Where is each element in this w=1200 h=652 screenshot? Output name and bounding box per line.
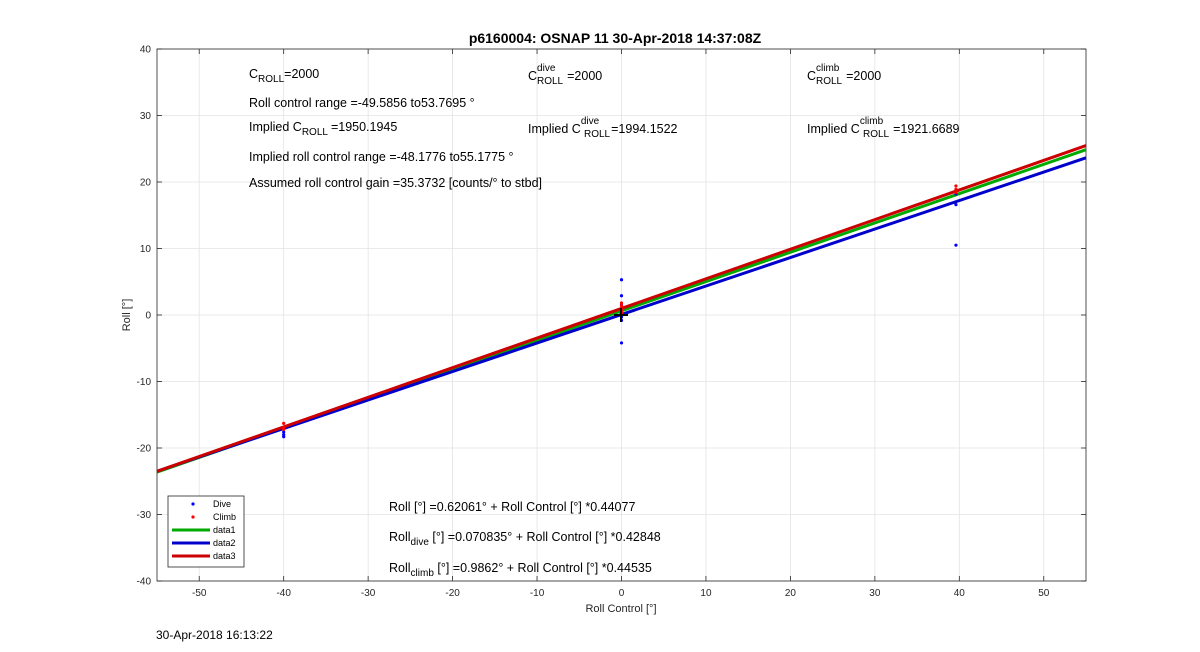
dive-point xyxy=(619,341,624,345)
x-tick-label: 20 xyxy=(785,588,797,599)
legend-label: data3 xyxy=(213,551,236,561)
implied-roll-range: Implied roll control range =-48.1776 to5… xyxy=(249,150,514,164)
x-axis-label: Roll Control [°] xyxy=(585,603,656,615)
y-tick-label: -40 xyxy=(137,577,152,588)
x-tick-label: -30 xyxy=(361,588,376,599)
implied-c-climb: Implied Cclimb ROLL =1921.6689 xyxy=(807,116,960,140)
equation-all: Roll [°] =0.62061° + Roll Control [°] *0… xyxy=(389,500,635,514)
y-tick-label: -20 xyxy=(137,444,152,455)
y-tick-label: 0 xyxy=(145,311,151,322)
climb-point xyxy=(954,184,958,188)
dive-point xyxy=(282,430,286,434)
assumed-gain: Assumed roll control gain =35.3732 [coun… xyxy=(249,176,542,190)
x-tick-label: -10 xyxy=(530,588,545,599)
legend-label: Dive xyxy=(213,499,231,509)
x-tick-label: 10 xyxy=(700,588,712,599)
y-tick-label: 20 xyxy=(140,178,152,189)
roll-control-range: Roll control range =-49.5856 to53.7695 ° xyxy=(249,96,475,110)
climb-point xyxy=(282,427,286,431)
climb-point xyxy=(954,191,958,195)
dive-point xyxy=(954,203,958,207)
y-tick-label: 40 xyxy=(140,45,152,56)
climb-point xyxy=(619,301,624,305)
y-tick-labels: -40 -30 -20 -10 0 10 20 30 40 xyxy=(137,45,152,588)
equation-dive: Rolldive [°] =0.070835° + Roll Control [… xyxy=(389,530,661,548)
chart-title: p6160004: OSNAP 11 30-Apr-2018 14:37:08Z xyxy=(469,30,762,46)
legend-marker-climb xyxy=(191,515,195,519)
implied-c-roll: Implied CROLL =1950.1945 xyxy=(249,120,397,138)
y-tick-label: 10 xyxy=(140,244,152,255)
x-tick-labels: -50 -40 -30 -20 -10 0 10 20 30 40 50 xyxy=(192,588,1050,599)
legend-label: data1 xyxy=(213,525,236,535)
y-tick-label: -10 xyxy=(137,377,152,388)
y-tick-label: -30 xyxy=(137,510,152,521)
climb-point xyxy=(619,304,624,308)
x-tick-label: 50 xyxy=(1038,588,1050,599)
x-tick-label: 30 xyxy=(869,588,881,599)
x-tick-label: 0 xyxy=(619,588,625,599)
dive-point xyxy=(619,278,624,282)
legend-label: data2 xyxy=(213,538,236,548)
print-timestamp: 30-Apr-2018 16:13:22 xyxy=(156,628,273,642)
c-dive-label: Cdive ROLL =2000 xyxy=(528,63,602,87)
dive-point xyxy=(619,294,624,298)
equation-climb: Rollclimb [°] =0.9862° + Roll Control [°… xyxy=(389,561,652,579)
c-climb-label: Cclimb ROLL =2000 xyxy=(807,63,881,87)
x-tick-label: -40 xyxy=(276,588,291,599)
c-roll-label: CROLL=2000 xyxy=(249,67,319,85)
plot-frame xyxy=(156,48,1087,582)
x-tick-label: -50 xyxy=(192,588,207,599)
legend: Dive Climb data1 data2 data3 xyxy=(167,495,245,568)
dive-point xyxy=(954,243,958,247)
climb-point xyxy=(282,421,286,425)
origin-marker xyxy=(614,308,628,322)
legend-label: Climb xyxy=(213,512,236,522)
legend-marker-dive xyxy=(191,502,195,506)
x-tick-label: -20 xyxy=(445,588,460,599)
y-tick-label: 30 xyxy=(140,111,152,122)
y-axis-label: Roll [°] xyxy=(121,299,133,332)
climb-point xyxy=(954,187,958,191)
implied-c-dive: Implied Cdive ROLL=1994.1522 xyxy=(528,116,678,140)
x-tick-label: 40 xyxy=(954,588,966,599)
dive-point xyxy=(282,433,286,437)
